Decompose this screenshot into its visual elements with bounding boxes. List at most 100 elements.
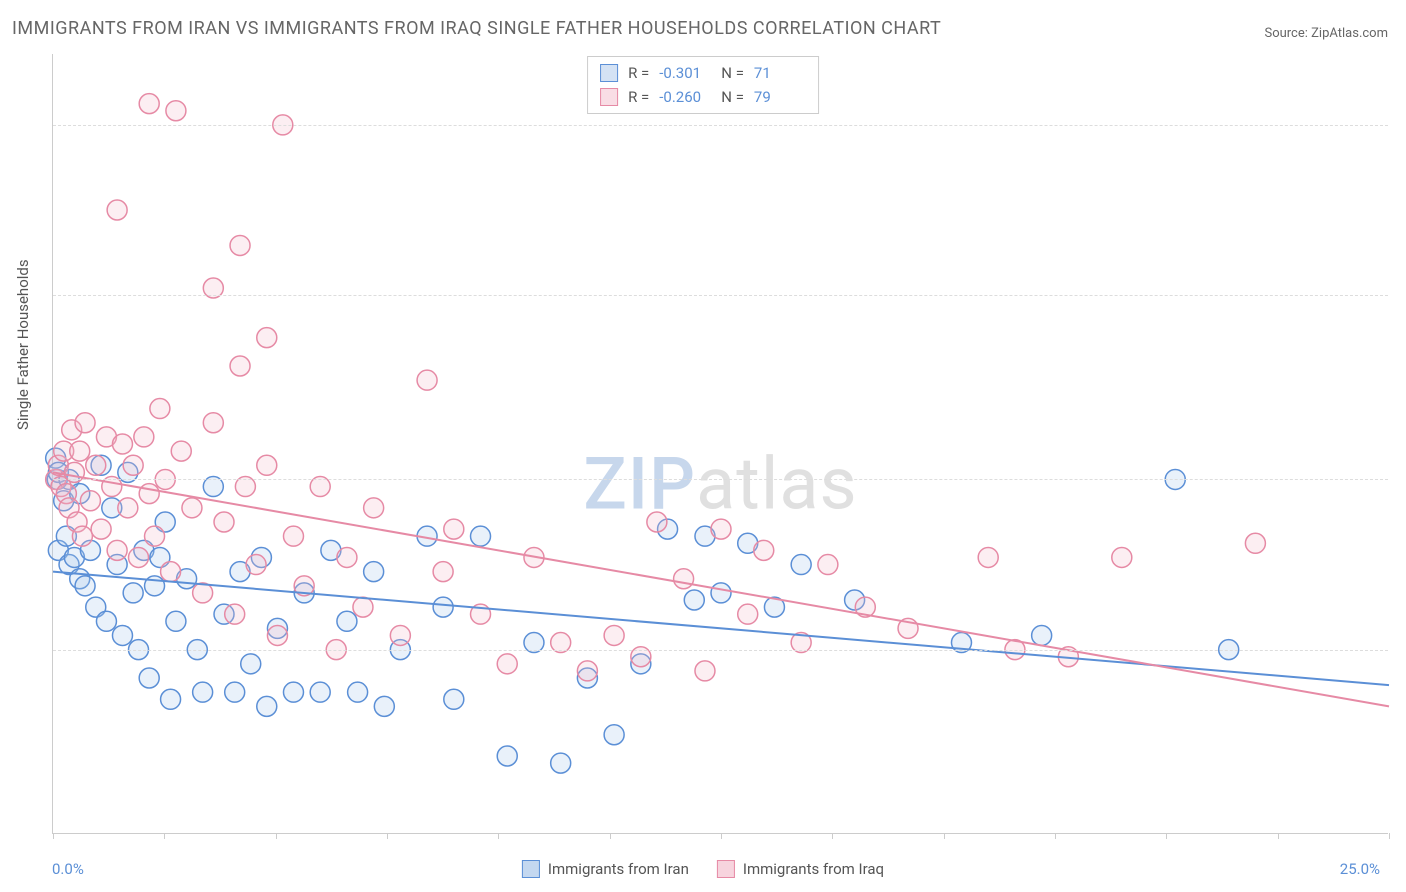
data-point xyxy=(139,484,159,504)
data-point xyxy=(86,455,106,475)
data-point xyxy=(139,668,159,688)
legend-label: Immigrants from Iran xyxy=(548,860,689,878)
legend-item: Immigrants from Iran xyxy=(522,860,689,878)
data-point xyxy=(203,413,223,433)
series-legend: Immigrants from Iran Immigrants from Iraq xyxy=(522,860,884,878)
data-point xyxy=(166,101,186,121)
data-point xyxy=(647,512,667,532)
legend-swatch xyxy=(600,88,618,106)
correlation-legend-row: R =-0.260N =79 xyxy=(600,85,806,109)
gridline xyxy=(53,650,1388,651)
source-attribution: Source: ZipAtlas.com xyxy=(1264,26,1388,41)
gridline xyxy=(53,479,1388,480)
data-point xyxy=(112,434,132,454)
data-point xyxy=(96,611,116,631)
chart-title: IMMIGRANTS FROM IRAN VS IMMIGRANTS FROM … xyxy=(12,18,941,39)
data-point xyxy=(818,555,838,575)
data-point xyxy=(754,540,774,560)
data-point xyxy=(1245,533,1265,553)
data-point xyxy=(497,654,517,674)
data-point xyxy=(267,625,287,645)
data-point xyxy=(337,547,357,567)
data-point xyxy=(551,753,571,773)
data-point xyxy=(674,569,694,589)
x-axis-max-label: 25.0% xyxy=(1340,860,1380,878)
x-tick xyxy=(53,833,54,839)
y-axis-label: Single Father Households xyxy=(14,259,32,430)
data-point xyxy=(738,604,758,624)
data-point xyxy=(444,519,464,539)
data-point xyxy=(161,689,181,709)
data-point xyxy=(711,519,731,539)
x-tick xyxy=(721,833,722,839)
data-point xyxy=(70,441,90,461)
x-tick xyxy=(387,833,388,839)
data-point xyxy=(225,682,245,702)
data-point xyxy=(107,540,127,560)
data-point xyxy=(129,547,149,567)
data-point xyxy=(80,491,100,511)
data-point xyxy=(257,696,277,716)
data-point xyxy=(417,370,437,390)
data-point xyxy=(107,200,127,220)
data-point xyxy=(497,746,517,766)
data-point xyxy=(123,583,143,603)
data-point xyxy=(433,597,453,617)
x-tick xyxy=(1389,833,1390,839)
data-point xyxy=(182,498,202,518)
data-point xyxy=(444,689,464,709)
data-point xyxy=(257,455,277,475)
x-axis-min-label: 0.0% xyxy=(52,860,84,878)
data-point xyxy=(283,526,303,546)
x-tick xyxy=(610,833,611,839)
data-point xyxy=(364,562,384,582)
data-point xyxy=(241,654,261,674)
data-point xyxy=(161,562,181,582)
data-point xyxy=(112,625,132,645)
data-point xyxy=(791,555,811,575)
data-point xyxy=(471,526,491,546)
data-point xyxy=(711,583,731,603)
gridline xyxy=(53,295,1388,296)
correlation-legend-row: R =-0.301N =71 xyxy=(600,61,806,85)
data-point xyxy=(75,576,95,596)
data-point xyxy=(72,526,92,546)
x-tick xyxy=(944,833,945,839)
data-point xyxy=(150,399,170,419)
data-point xyxy=(139,94,159,114)
x-tick xyxy=(1278,833,1279,839)
data-point xyxy=(1112,547,1132,567)
legend-label: Immigrants from Iraq xyxy=(743,860,884,878)
data-point xyxy=(604,625,624,645)
x-tick xyxy=(1166,833,1167,839)
data-point xyxy=(577,661,597,681)
scatter-svg xyxy=(53,54,1388,833)
data-point xyxy=(684,590,704,610)
data-point xyxy=(1032,625,1052,645)
chart-container: IMMIGRANTS FROM IRAN VS IMMIGRANTS FROM … xyxy=(0,0,1406,892)
data-point xyxy=(246,555,266,575)
data-point xyxy=(123,455,143,475)
data-point xyxy=(695,661,715,681)
data-point xyxy=(283,682,303,702)
x-tick xyxy=(1055,833,1056,839)
data-point xyxy=(166,611,186,631)
data-point xyxy=(433,562,453,582)
plot-area: ZIPatlas 1.3%2.5%3.8%5.0% xyxy=(52,54,1388,834)
legend-swatch xyxy=(600,64,618,82)
legend-swatch xyxy=(522,860,540,878)
x-tick xyxy=(164,833,165,839)
legend-item: Immigrants from Iraq xyxy=(717,860,884,878)
data-point xyxy=(225,604,245,624)
data-point xyxy=(193,682,213,702)
data-point xyxy=(257,328,277,348)
data-point xyxy=(230,356,250,376)
data-point xyxy=(214,512,234,532)
x-tick xyxy=(498,833,499,839)
data-point xyxy=(390,625,410,645)
data-point xyxy=(364,498,384,518)
data-point xyxy=(134,427,154,447)
data-point xyxy=(348,682,368,702)
gridline xyxy=(53,125,1388,126)
data-point xyxy=(91,519,111,539)
